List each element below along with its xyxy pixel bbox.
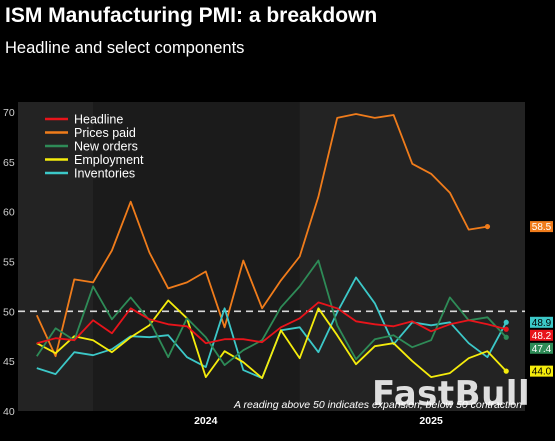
chart-subtitle: Headline and select components <box>5 39 245 57</box>
shaded-period <box>18 102 94 411</box>
legend-entry: Employment <box>74 153 144 167</box>
y-tick-label: 55 <box>3 256 15 268</box>
end-value-label: 48.2 <box>532 331 552 342</box>
series-line-headline <box>36 301 507 345</box>
y-tick-label: 50 <box>3 306 15 318</box>
x-year-label: 2024 <box>194 415 218 427</box>
y-axis: 40 45 50 55 60 65 70 <box>3 107 15 418</box>
series-end-point <box>503 319 509 325</box>
end-value-label: 47.4 <box>532 344 552 355</box>
watermark-logo: FastBull <box>372 374 531 414</box>
chart-title: ISM Manufacturing PMI: a breakdown <box>5 4 378 27</box>
legend-entry: Headline <box>74 112 123 126</box>
series-line-new-orders <box>36 259 507 367</box>
series-line-prices-paid <box>35 113 488 358</box>
legend-entry: New orders <box>74 139 138 153</box>
y-tick-label: 40 <box>3 406 15 418</box>
series-line-employment <box>36 299 507 380</box>
end-label-box <box>530 329 553 341</box>
end-label-box <box>530 342 553 354</box>
legend-entry: Inventories <box>74 166 135 180</box>
end-value-label: 44.0 <box>532 367 552 378</box>
y-tick-label: 65 <box>3 157 15 169</box>
annotation-note: A reading above 50 indicates expansion, … <box>233 399 522 411</box>
y-tick-label: 70 <box>3 107 15 119</box>
y-tick-label: 60 <box>3 207 15 219</box>
shaded-period <box>299 102 525 411</box>
x-axis: 2024 2025 <box>194 415 443 427</box>
shaded-periods <box>18 102 525 411</box>
end-value-label: 58.5 <box>532 222 552 233</box>
series-end-point <box>503 368 509 374</box>
legend-entry: Prices paid <box>74 126 136 140</box>
series-lines <box>35 113 509 380</box>
end-label-box <box>530 365 553 377</box>
end-label-box <box>530 316 553 328</box>
end-value-labels: 58.5 48.9 48.2 47.4 44.0 <box>530 221 553 378</box>
end-label-box <box>530 221 553 233</box>
series-end-point <box>503 326 509 332</box>
x-year-label: 2025 <box>419 415 443 427</box>
end-value-label: 48.9 <box>532 318 552 329</box>
series-end-point <box>503 334 509 340</box>
y-tick-label: 45 <box>3 356 15 368</box>
series-end-point <box>484 223 491 230</box>
